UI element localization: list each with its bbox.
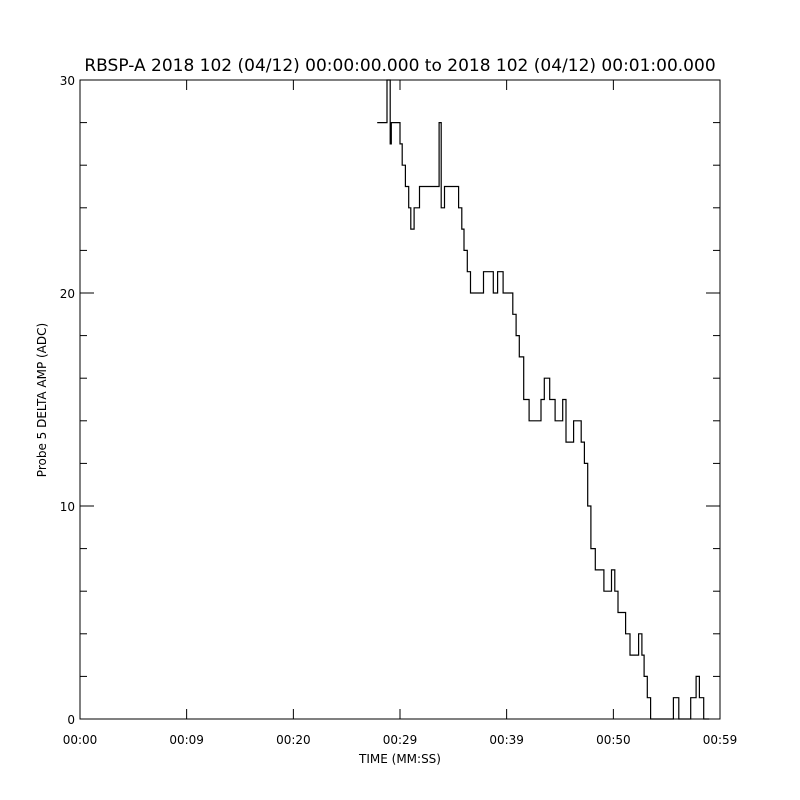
x-axis-ticks: 00:00 00:09 00:20 00:29 00:39 00:50 00:59 [63,80,738,747]
plot-frame [79,79,721,720]
x-tick-label: 00:50 [596,733,631,747]
x-tick-label: 00:39 [489,733,524,747]
x-tick-label: 00:00 [63,733,98,747]
y-axis-label: Probe 5 DELTA AMP (ADC) [35,323,49,477]
x-tick-label: 00:29 [383,733,418,747]
y-axis-ticks: 0 10 20 30 [60,74,720,727]
y-tick-label: 10 [60,500,75,514]
x-tick-label: 00:59 [703,733,738,747]
x-tick-label: 00:09 [169,733,204,747]
x-axis-label: TIME (MM:SS) [358,752,441,766]
minor-ticks [80,122,720,677]
series-line [377,79,710,720]
series-layer [377,79,710,720]
y-tick-label: 0 [67,713,75,727]
x-tick-label: 00:20 [276,733,311,747]
y-tick-label: 20 [60,287,75,301]
chart-title: RBSP-A 2018 102 (04/12) 00:00:00.000 to … [84,56,715,76]
y-tick-label: 30 [60,74,75,88]
